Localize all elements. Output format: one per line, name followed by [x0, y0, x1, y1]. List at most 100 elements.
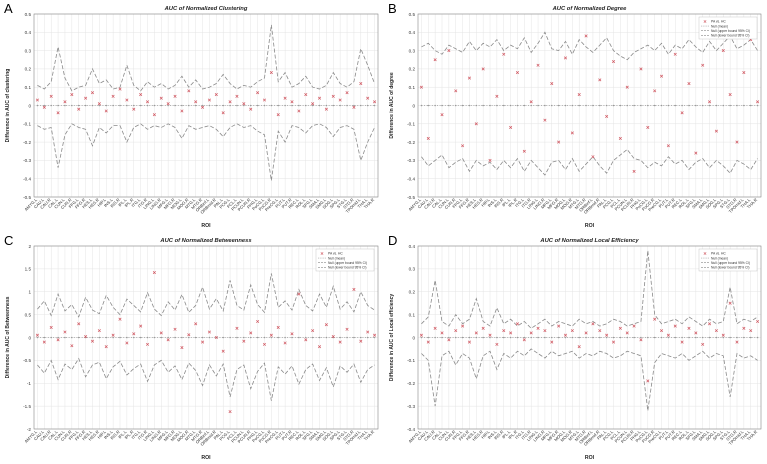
panel-c-y-axis-label: Difference in AUC of Betweenness	[5, 296, 11, 378]
panel-b-ytick-label: 0.5	[409, 12, 416, 17]
panel-a-point-pa-vs-hc	[104, 109, 108, 113]
panel-b-point-mark	[653, 89, 657, 93]
panel-b-point-pa-vs-hc	[529, 100, 533, 104]
panel-d-null-mean-point	[749, 336, 752, 339]
panel-c-point-pa-vs-hc	[283, 341, 287, 345]
panel-a-axes-box	[33, 13, 379, 198]
panel-b-point-pa-vs-hc	[591, 155, 595, 159]
panel-c-chart-title: AUC of Normalized Betweenness	[159, 238, 252, 244]
panel-d-null-mean-point	[756, 336, 759, 339]
panel-a-ytick-label: 0.2	[25, 67, 32, 72]
panel-c-point-pa-vs-hc	[228, 410, 232, 414]
panel-a-null-mean-point	[146, 104, 149, 107]
panel-c-null-mean-point	[243, 336, 245, 339]
panel-d-point-pa-vs-hc	[687, 326, 691, 330]
panel-c-null-mean-point	[277, 336, 280, 339]
panel-a-null-mean-point	[181, 104, 183, 107]
panel-c-null-mean-point	[194, 336, 197, 339]
panel-b-ytick-label: 0	[412, 103, 415, 108]
panel-c-null-mean-point	[346, 336, 348, 339]
panel-b-point-pa-vs-hc	[543, 118, 547, 122]
panel-c-point-mark	[352, 287, 356, 292]
panel-b-null-mean-point	[688, 104, 690, 107]
panel-a-point-pa-vs-hc	[125, 98, 129, 102]
panel-a-point-pa-vs-hc	[256, 91, 260, 95]
panel-c-point-mark	[256, 319, 260, 324]
panel-b-null-mean-point	[743, 104, 745, 107]
panel-d-point-mark	[632, 324, 636, 328]
panel-b-point-pa-vs-hc	[728, 92, 732, 97]
panel-a-null-mean-point	[132, 104, 135, 107]
panel-d-point-mark	[598, 329, 602, 333]
panel-c-point-mark	[145, 342, 150, 346]
panel-c-xtick-label: ITG.R	[137, 429, 148, 440]
panel-d-null-mean-point	[475, 336, 478, 339]
panel-d-point-mark	[728, 301, 732, 305]
panel-d-point-pa-vs-hc	[570, 329, 574, 333]
panel-b-point-mark	[515, 71, 520, 75]
panel-a-point-pa-vs-hc	[159, 96, 163, 100]
panel-a-point-pa-vs-hc	[366, 96, 370, 100]
panel-b-null-mean-point	[475, 104, 478, 107]
panel-b-point-mark	[735, 140, 739, 144]
panel-b-point-pa-vs-hc	[481, 67, 485, 71]
panel-c-point-pa-vs-hc	[173, 327, 177, 331]
panel-a-point-mark	[132, 107, 136, 111]
panel-b-point-mark	[756, 100, 760, 104]
panel-a-point-mark	[345, 91, 349, 95]
panel-d-point-pa-vs-hc	[515, 322, 520, 326]
panel-d-point-mark	[591, 322, 595, 326]
panel-d-point-mark	[735, 340, 739, 344]
panel-a-point-pa-vs-hc	[290, 100, 294, 104]
panel-c-point-mark	[359, 339, 363, 343]
panel-c-null-mean-point	[126, 336, 128, 339]
panel-a-point-pa-vs-hc	[132, 107, 136, 111]
panel-d-point-pa-vs-hc	[742, 326, 746, 330]
panel-b-ytick-label: -0.2	[407, 140, 415, 145]
panel-c-point-mark	[311, 329, 315, 333]
panel-a-null-mean-point	[249, 104, 252, 107]
panel-b-point-mark	[426, 136, 430, 140]
panel-b-point-mark	[536, 63, 540, 67]
panel-b-point-mark	[488, 158, 492, 162]
panel-c-axes-box	[33, 245, 379, 430]
panel-a-point-mark	[338, 98, 342, 102]
panel-c-null-mean-point	[284, 336, 286, 339]
panel-d-point-pa-vs-hc	[591, 322, 595, 326]
panel-c-point-mark	[249, 331, 253, 335]
panel-b-point-pa-vs-hc	[563, 56, 568, 60]
panel-b-point-pa-vs-hc	[708, 100, 712, 104]
panel-c-point-mark	[125, 341, 129, 345]
panel-a-point-pa-vs-hc	[201, 105, 205, 109]
panel-c-null-mean-point	[153, 336, 156, 339]
panel-c-point-pa-vs-hc	[290, 332, 294, 336]
panel-d-null-mean-point	[626, 336, 629, 339]
panel-a-ytick-label: -0.5	[23, 195, 31, 200]
panel-d-point-mark	[639, 338, 643, 342]
panel-d-null-mean-point	[708, 336, 711, 339]
panel-d-point-mark	[714, 329, 718, 333]
panel-b-ytick-label: 0.3	[409, 48, 416, 53]
panel-c-null-mean-point	[222, 336, 224, 339]
panel-a-null-upper-line	[37, 24, 375, 92]
panel-a-point-mark	[159, 96, 163, 100]
panel-b-point-mark	[563, 56, 568, 60]
panel-a-null-mean-point	[325, 104, 328, 107]
panel-c-legend-label: Null (lower bound 95% CI)	[328, 266, 366, 270]
panel-d-point-mark	[426, 340, 430, 344]
panel-a-ytick-label: -0.3	[23, 158, 31, 163]
panel-b-point-mark	[673, 52, 677, 56]
panel-d-null-mean-point	[420, 336, 423, 339]
panel-d-point-mark	[557, 324, 561, 328]
panel-c-point-mark	[173, 327, 177, 331]
panel-b-null-mean-point	[605, 104, 608, 107]
panel-a-xtick-label: IPL.R	[124, 197, 135, 208]
panel-d-null-mean-point	[722, 336, 725, 339]
panel-c-point-pa-vs-hc	[180, 346, 184, 350]
panel-c-point-pa-vs-hc	[201, 340, 205, 344]
panel-d-point-pa-vs-hc	[714, 329, 718, 333]
panel-b-point-pa-vs-hc	[419, 85, 423, 89]
panel-a-null-mean-point	[346, 104, 348, 107]
panel-c-point-mark	[180, 346, 184, 350]
panel-a-null-mean-point	[298, 104, 300, 107]
